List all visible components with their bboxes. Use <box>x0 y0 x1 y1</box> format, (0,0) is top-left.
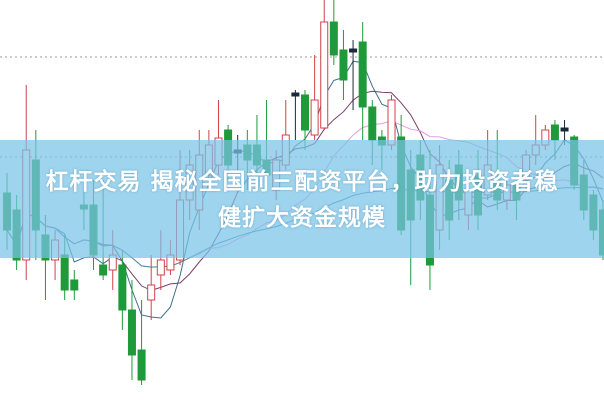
caption-banner <box>0 140 604 258</box>
candle-body <box>127 309 136 356</box>
candle-body <box>339 49 348 81</box>
candle-body <box>60 254 69 291</box>
candle-body <box>156 259 165 276</box>
caption-text: 杠杆交易 揭秘全国前三配资平台，助力投资者稳 健扩大资金规模 <box>0 164 604 236</box>
caption-line-2: 健扩大资金规模 <box>218 205 386 231</box>
candle-body <box>137 349 146 381</box>
candle-body <box>320 21 329 129</box>
candle-body <box>387 99 396 146</box>
candle-body <box>560 127 569 132</box>
candle-body <box>368 106 377 141</box>
candle-body <box>310 99 319 136</box>
candle-body <box>99 264 108 276</box>
candle-body <box>147 284 156 301</box>
candle-body <box>118 264 127 311</box>
candle-body <box>550 124 559 141</box>
candle-body <box>329 21 338 56</box>
candle-body <box>358 41 367 108</box>
caption-line-1: 杠杆交易 揭秘全国前三配资平台，助力投资者稳 <box>45 169 559 195</box>
candle-body <box>301 94 309 131</box>
candle-body <box>291 92 300 97</box>
candle-body <box>349 48 358 53</box>
candle-body <box>70 279 79 291</box>
